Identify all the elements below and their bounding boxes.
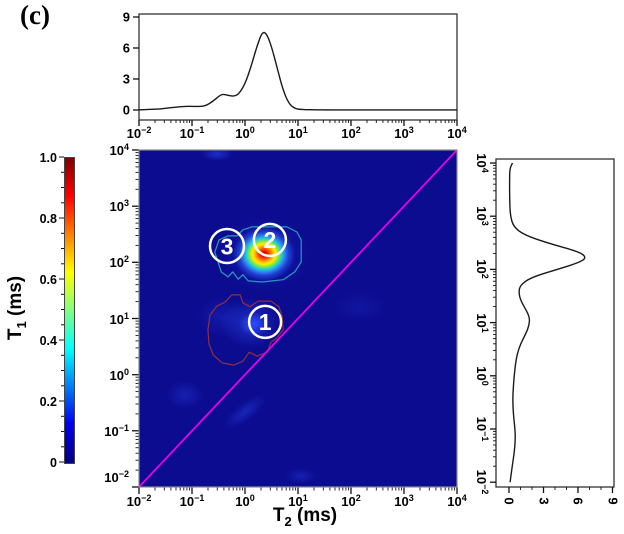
x-axis-title-unit: (ms) xyxy=(291,505,338,527)
heatmap-ytick-label: 102 xyxy=(109,254,129,271)
colorbar xyxy=(64,157,75,464)
right-marginal-ytick-label: 100 xyxy=(473,366,491,386)
t1-t2-heatmap-panel xyxy=(139,150,457,487)
right-marginal-xtick-label: 6 xyxy=(570,497,586,505)
colorbar-tick-label: 0.2 xyxy=(39,394,57,409)
colorbar-tick-label: 1.0 xyxy=(39,150,57,165)
heatmap-xtick-label: 102 xyxy=(341,492,361,510)
figure-panel-label: (c) xyxy=(20,0,50,30)
faint-signal-blob-7 xyxy=(284,467,317,484)
heatmap-ytick-label: 10−1 xyxy=(104,422,129,439)
x-axis-title-sub: 2 xyxy=(284,513,292,529)
top-marginal-ytick-label: 9 xyxy=(122,9,130,25)
colorbar-tick-label: 0 xyxy=(50,455,57,470)
right-marginal-ytick-label: 10−2 xyxy=(473,469,491,495)
y-axis-title-sub: 1 xyxy=(13,321,29,329)
faint-signal-blob-4 xyxy=(197,297,246,338)
right-marginal-ytick-label: 104 xyxy=(473,153,491,173)
faint-signal-blob-1 xyxy=(200,150,233,161)
heatmap-ytick-label: 103 xyxy=(109,197,129,215)
right-marginal-xtick-label: 3 xyxy=(536,497,551,505)
y-axis-title: T1 (ms) xyxy=(5,276,29,340)
faint-signal-blob-2 xyxy=(220,297,281,348)
colorbar-tick-label: 0.8 xyxy=(39,211,57,226)
faint-signal-blob-3 xyxy=(239,312,269,337)
top-marginal-xtick-label: 10−2 xyxy=(126,124,152,142)
top-marginal-ytick-label: 6 xyxy=(122,40,130,56)
right-marginal-ytick-label: 103 xyxy=(473,206,491,226)
right-marginal-ytick-label: 101 xyxy=(473,312,491,333)
top-marginal-xtick-label: 104 xyxy=(447,124,467,142)
top-marginal-xtick-label: 10−1 xyxy=(179,124,205,142)
heatmap-xtick-label: 101 xyxy=(288,492,308,510)
heatmap-xtick-label: 10−2 xyxy=(126,492,152,510)
heatmap-ytick-label: 100 xyxy=(109,366,129,383)
right-marginal-ytick-label: 10−1 xyxy=(473,416,491,442)
colorbar-tick-label: 0.6 xyxy=(39,272,57,287)
top-marginal-xtick-label: 100 xyxy=(235,124,255,142)
y-axis-title-unit: (ms) xyxy=(5,275,27,322)
heatmap-xtick-label: 104 xyxy=(447,492,467,510)
colorbar-tick-label: 0.4 xyxy=(39,333,57,348)
faint-signal-blob-6 xyxy=(218,388,272,435)
top-marginal-xtick-label: 102 xyxy=(341,124,361,142)
heatmap-ytick-label: 10−2 xyxy=(104,468,129,486)
heatmap-xtick-label: 103 xyxy=(394,492,414,510)
y-axis-title-base: T xyxy=(5,328,27,341)
heatmap-ytick-label: 104 xyxy=(109,141,129,159)
top-marginal-xtick-label: 101 xyxy=(288,124,308,142)
right-marginal-ytick-label: 102 xyxy=(473,259,491,280)
heatmap-ytick-label: 101 xyxy=(109,310,129,327)
heatmap-xtick-label: 100 xyxy=(235,492,255,510)
right-marginal-xtick-label: 9 xyxy=(605,497,620,505)
hotspot-peak xyxy=(233,226,296,281)
top-marginal-xtick-label: 103 xyxy=(394,124,414,142)
right-marginal-xtick-label: 0 xyxy=(501,497,517,505)
faint-signal-blob-8 xyxy=(335,291,385,324)
x-axis-title: T2 (ms) xyxy=(273,505,337,529)
heatmap-xtick-label: 10−1 xyxy=(179,492,205,510)
hotspot-halo xyxy=(218,215,311,292)
x-axis-title-base: T xyxy=(272,505,285,527)
faint-signal-blob-5 xyxy=(166,380,205,409)
top-marginal-ytick-label: 3 xyxy=(122,71,130,87)
top-marginal-ytick-label: 0 xyxy=(122,102,130,118)
